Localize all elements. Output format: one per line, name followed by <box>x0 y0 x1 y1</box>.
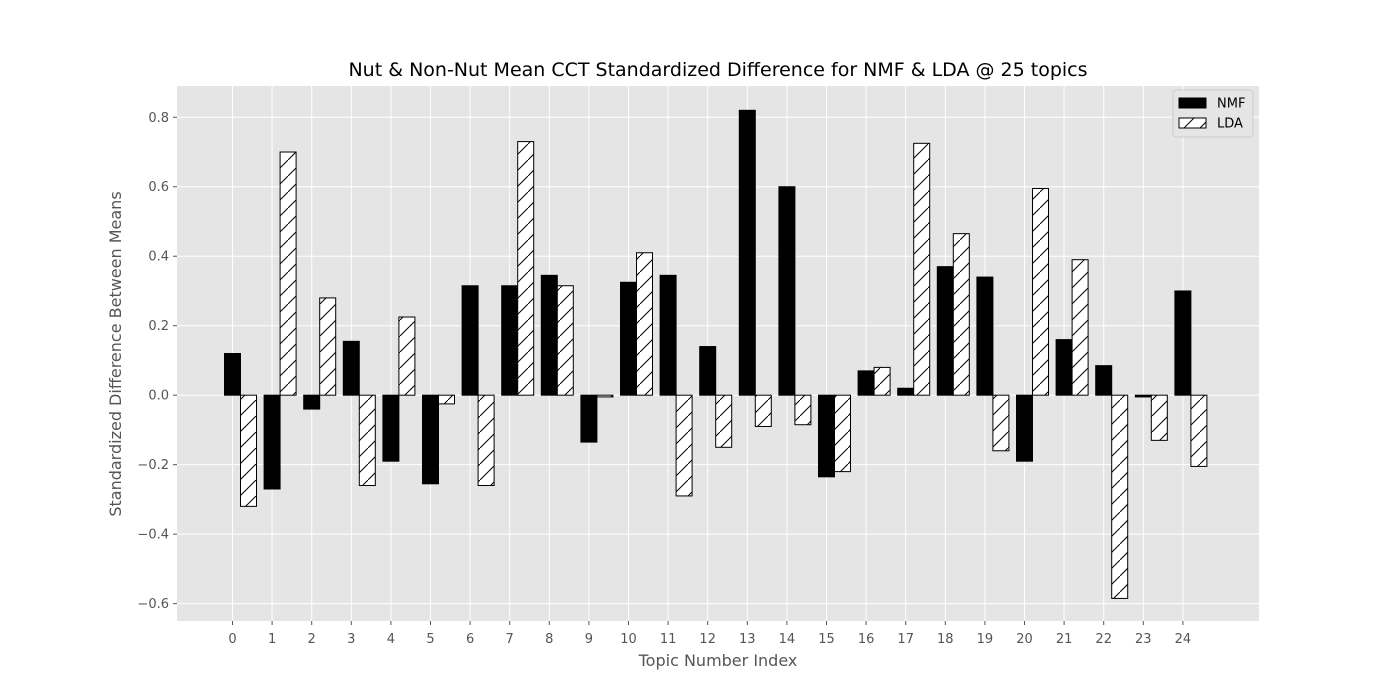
y-tick-label: −0.6 <box>137 597 169 612</box>
x-tick-label: 4 <box>387 632 395 647</box>
series-lda <box>240 141 1208 599</box>
x-tick-label: 16 <box>858 632 875 647</box>
bar-lda-topic-17 <box>913 142 931 396</box>
bar-lda-topic-14 <box>794 394 812 426</box>
y-axis-ticks: −0.6 −0.4 −0.2 0.0 0.2 0.4 0.6 0.8 <box>137 111 177 612</box>
bar-lda-topic-8 <box>556 285 574 396</box>
bar-lda-topic-13 <box>754 394 772 427</box>
y-tick-label: −0.2 <box>137 458 169 473</box>
bar-lda-topic-7 <box>517 141 535 396</box>
bar-lda-topic-4 <box>398 316 416 396</box>
legend-swatch-lda <box>1178 117 1207 129</box>
bar-nmf-topic-12 <box>699 346 717 396</box>
x-tick-label: 7 <box>506 632 514 647</box>
y-tick-label: 0.0 <box>148 389 169 404</box>
bar-nmf-topic-8 <box>540 274 558 396</box>
bar-nmf-topic-10 <box>620 281 637 396</box>
bar-lda-topic-21 <box>1071 259 1089 396</box>
bar-lda-topic-22 <box>1111 394 1129 599</box>
x-tick-label: 10 <box>620 632 637 647</box>
x-tick-label: 24 <box>1175 632 1192 647</box>
legend-label-lda: LDA <box>1217 117 1243 132</box>
bar-nmf-topic-20 <box>1016 394 1033 462</box>
bar-nmf-topic-15 <box>818 394 835 478</box>
bar-nmf-topic-2 <box>303 394 321 410</box>
x-tick-label: 23 <box>1135 632 1152 647</box>
bar-nmf-topic-9 <box>580 394 598 443</box>
bar-lda-topic-5 <box>438 394 455 405</box>
y-tick-label: −0.4 <box>137 528 169 543</box>
bar-lda-topic-2 <box>319 297 337 396</box>
bars <box>224 109 1208 599</box>
x-tick-label: 9 <box>585 632 593 647</box>
bar-nmf-topic-24 <box>1174 290 1192 396</box>
x-tick-label: 14 <box>779 632 796 647</box>
bar-nmf-topic-19 <box>976 276 994 396</box>
bar-lda-topic-10 <box>636 252 653 396</box>
x-tick-label: 2 <box>308 632 316 647</box>
legend-label-nmf: NMF <box>1217 97 1245 112</box>
x-axis-label: Topic Number Index <box>638 651 798 670</box>
x-tick-label: 1 <box>268 632 276 647</box>
bar-nmf-topic-1 <box>263 394 281 490</box>
legend-swatch-nmf <box>1178 97 1207 109</box>
bar-nmf-topic-18 <box>936 266 954 396</box>
bar-lda-topic-18 <box>952 233 970 396</box>
bar-nmf-topic-6 <box>461 285 479 396</box>
bar-nmf-topic-17 <box>897 387 915 396</box>
y-axis-label: Standardized Difference Between Means <box>106 191 125 516</box>
bar-lda-topic-20 <box>1032 187 1049 396</box>
x-tick-label: 17 <box>897 632 914 647</box>
x-tick-label: 18 <box>937 632 954 647</box>
x-tick-label: 0 <box>228 632 236 647</box>
x-tick-label: 11 <box>660 632 677 647</box>
bar-lda-topic-11 <box>675 394 693 497</box>
plot-background <box>177 86 1259 621</box>
x-tick-label: 12 <box>699 632 716 647</box>
bar-nmf-topic-11 <box>659 274 677 396</box>
bar-nmf-topic-22 <box>1095 365 1113 396</box>
bar-lda-topic-1 <box>279 151 297 396</box>
bar-lda-topic-12 <box>715 394 733 448</box>
bar-nmf-topic-0 <box>224 353 241 396</box>
bar-lda-topic-3 <box>358 394 376 487</box>
bar-lda-topic-23 <box>1150 394 1168 441</box>
x-tick-label: 19 <box>977 632 994 647</box>
chart-title: Nut & Non-Nut Mean CCT Standardized Diff… <box>348 59 1087 81</box>
bar-nmf-topic-5 <box>422 394 439 485</box>
bar-lda-topic-9 <box>596 394 614 398</box>
x-tick-label: 15 <box>818 632 835 647</box>
y-tick-label: 0.6 <box>148 180 169 195</box>
bar-nmf-topic-13 <box>738 109 756 396</box>
x-tick-label: 13 <box>739 632 756 647</box>
bar-nmf-topic-14 <box>778 186 796 396</box>
y-tick-label: 0.2 <box>148 319 169 334</box>
bar-lda-topic-6 <box>477 394 495 487</box>
bar-nmf-topic-4 <box>382 394 400 462</box>
grid-lines <box>177 86 1259 621</box>
bar-nmf-topic-21 <box>1055 339 1073 396</box>
bar-nmf-topic-23 <box>1134 394 1152 398</box>
bar-lda-topic-15 <box>834 394 851 473</box>
x-tick-label: 21 <box>1056 632 1073 647</box>
x-tick-label: 5 <box>426 632 434 647</box>
x-axis-ticks: 0 1 2 3 4 5 6 7 8 9 10 11 12 13 14 15 16 17 18 19 20 21 22 23 24 <box>228 621 1191 647</box>
x-tick-label: 3 <box>347 632 355 647</box>
y-tick-label: 0.8 <box>148 111 169 126</box>
bar-lda-topic-16 <box>873 366 891 396</box>
bar-nmf-topic-16 <box>857 370 875 396</box>
bar-lda-topic-24 <box>1190 394 1208 467</box>
bar-lda-topic-19 <box>992 394 1010 452</box>
bar-nmf-topic-7 <box>501 285 519 396</box>
x-tick-label: 8 <box>545 632 553 647</box>
y-tick-label: 0.4 <box>148 250 169 265</box>
x-tick-label: 6 <box>466 632 474 647</box>
x-tick-label: 22 <box>1095 632 1112 647</box>
series-nmf <box>224 109 1192 490</box>
legend: NMF LDA <box>1172 89 1254 138</box>
bar-nmf-topic-3 <box>342 340 360 396</box>
bar-lda-topic-0 <box>240 394 257 507</box>
x-tick-label: 20 <box>1016 632 1033 647</box>
